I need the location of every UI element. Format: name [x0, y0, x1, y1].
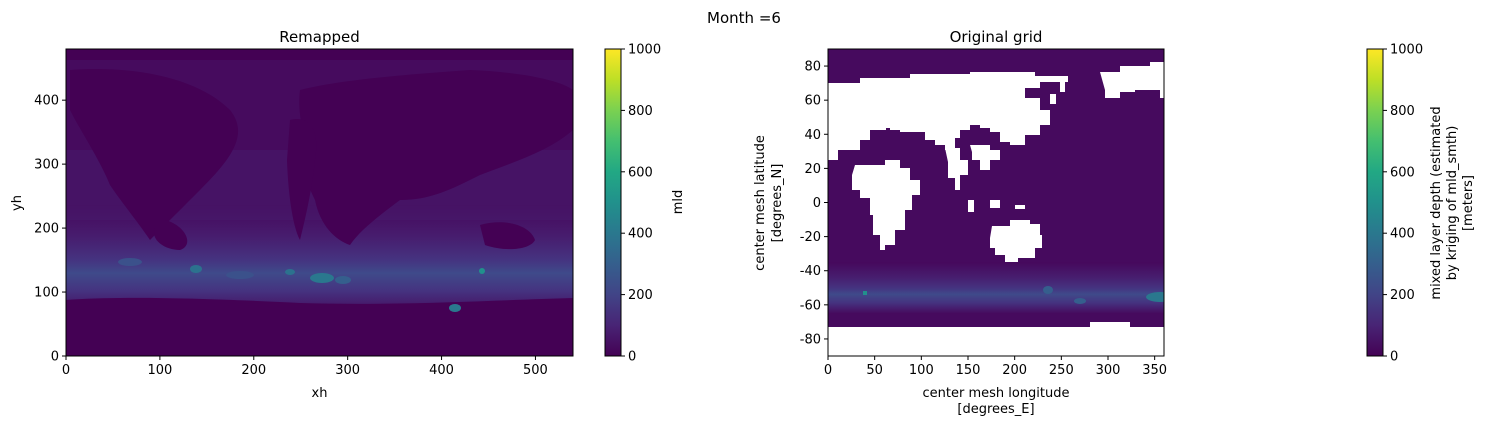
panel-remapped: Remapped [10, 28, 686, 401]
remapped-xtick-label: 100 [147, 363, 172, 378]
original-land-mask [828, 62, 1164, 356]
panel-original-grid: Original grid [753, 28, 1476, 417]
original-cbar-tick-label: 800 [1390, 104, 1415, 119]
original-axes-ticks: 0 50 100 150 200 250 300 350 -80 -60 -40 -20 0 20 40 60… [800, 60, 1167, 378]
original-ytick-label: 20 [804, 162, 821, 177]
original-xlabel-line1: center mesh longitude [922, 386, 1069, 401]
original-xtick-label: 350 [1142, 363, 1167, 378]
original-ylabel-line2: [degrees_N] [770, 164, 785, 243]
original-colorbar-label-line3: [meters] [1461, 175, 1476, 231]
original-ytick-label: -60 [800, 298, 821, 313]
remapped-cbar-tick-label: 1000 [628, 43, 661, 58]
remapped-xtick-label: 300 [335, 363, 360, 378]
original-hotspots [863, 286, 1164, 304]
remapped-xtick-label: 500 [523, 363, 548, 378]
remapped-axes-ticks: 0 100 200 300 400 500 0 100 200 300 400 [34, 94, 548, 378]
original-colorbar-ticks: 0 200 400 600 800 1000 [1383, 43, 1423, 365]
remapped-axes-frame [65, 48, 574, 357]
remapped-colorbar-label: mld [671, 190, 686, 215]
remapped-xtick-label: 0 [62, 363, 70, 378]
remapped-cbar-tick-label: 400 [628, 227, 653, 242]
original-xtick-label: 200 [1002, 363, 1027, 378]
original-cbar-tick-label: 600 [1390, 165, 1415, 180]
original-southern-band [828, 262, 1164, 314]
remapped-colorbar [604, 48, 622, 357]
original-cbar-tick-label: 200 [1390, 288, 1415, 303]
original-ytick-label: 0 [813, 196, 821, 211]
original-colorbar-label-line1: mixed layer depth (estimated [1429, 106, 1444, 299]
original-cbar-tick-label: 1000 [1390, 43, 1423, 58]
original-ytick-label: 60 [804, 94, 821, 109]
panel-remapped-title: Remapped [279, 28, 360, 46]
original-xtick-label: 100 [909, 363, 934, 378]
original-cbar-tick-label: 400 [1390, 227, 1415, 242]
original-xtick-label: 250 [1049, 363, 1074, 378]
original-xtick-label: 150 [956, 363, 981, 378]
remapped-ytick-label: 300 [34, 158, 59, 173]
remapped-xlabel: xh [312, 386, 328, 401]
original-ytick-label: -20 [800, 230, 821, 245]
original-ytick-label: 80 [804, 60, 821, 75]
original-xtick-label: 50 [866, 363, 883, 378]
remapped-ytick-label: 200 [34, 222, 59, 237]
original-colorbar [1366, 48, 1384, 357]
original-ytick-label: 40 [804, 128, 821, 143]
figure-suptitle: Month =6 [707, 9, 781, 27]
original-ylabel-line1: center mesh latitude [753, 135, 768, 271]
original-colorbar-label-line2: by kriging of mld_smth) [1445, 126, 1460, 281]
original-cbar-tick-label: 0 [1390, 350, 1398, 365]
remapped-ytick-label: 100 [34, 286, 59, 301]
original-heatmap [828, 49, 1164, 356]
original-ytick-label: -80 [800, 332, 821, 347]
original-ytick-label: -40 [800, 264, 821, 279]
remapped-xtick-label: 400 [429, 363, 454, 378]
panel-original-title: Original grid [950, 28, 1043, 46]
original-xtick-label: 0 [824, 363, 832, 378]
remapped-heatmap [66, 49, 573, 356]
remapped-cbar-tick-label: 200 [628, 288, 653, 303]
original-xtick-label: 300 [1096, 363, 1121, 378]
remapped-cbar-tick-label: 0 [628, 350, 636, 365]
remapped-land-shapes [66, 49, 573, 356]
remapped-colorbar-ticks: 0 200 400 600 800 1000 [621, 43, 661, 365]
remapped-cbar-tick-label: 800 [628, 104, 653, 119]
original-xlabel-line2: [degrees_E] [957, 402, 1034, 417]
remapped-cbar-tick-label: 600 [628, 165, 653, 180]
remapped-ylabel: yh [10, 195, 25, 211]
remapped-xtick-label: 200 [241, 363, 266, 378]
remapped-ytick-label: 0 [51, 350, 59, 365]
remapped-hotspots [118, 258, 485, 312]
remapped-ytick-label: 400 [34, 94, 59, 109]
